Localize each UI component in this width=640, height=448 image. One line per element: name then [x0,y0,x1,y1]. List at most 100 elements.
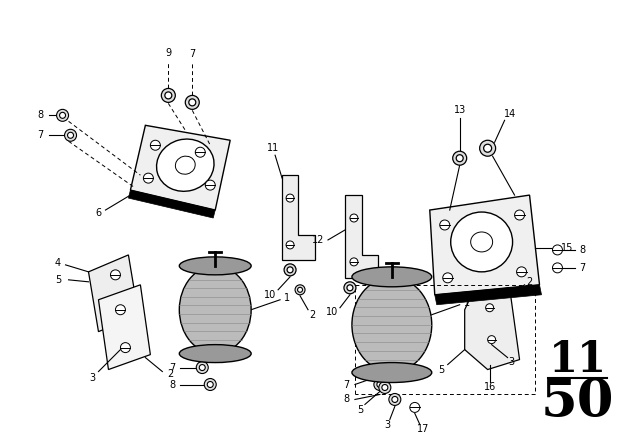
Circle shape [120,343,131,353]
Circle shape [56,109,68,121]
Text: 8: 8 [169,379,175,389]
Text: 11: 11 [267,143,279,153]
Text: 3: 3 [90,373,95,383]
Circle shape [204,379,216,391]
Circle shape [452,151,467,165]
Circle shape [374,379,386,391]
Circle shape [205,180,215,190]
Text: 50: 50 [541,376,614,427]
Circle shape [552,263,563,273]
Ellipse shape [179,266,251,353]
Circle shape [68,132,74,138]
Circle shape [207,382,213,388]
Text: 8: 8 [343,394,349,405]
Text: 4: 4 [54,258,61,268]
Circle shape [389,393,401,405]
Text: 6: 6 [95,208,102,218]
Circle shape [372,369,378,375]
Circle shape [486,304,493,312]
Circle shape [65,129,77,141]
Text: 11: 11 [548,339,607,381]
Text: 5: 5 [56,275,61,285]
Circle shape [377,382,383,388]
Circle shape [165,92,172,99]
Text: 13: 13 [454,105,466,115]
Circle shape [552,245,563,255]
Circle shape [189,99,196,106]
Circle shape [347,285,353,291]
Circle shape [287,267,293,273]
Circle shape [111,270,120,280]
Polygon shape [465,288,520,370]
Text: 17: 17 [417,424,429,435]
Circle shape [295,285,305,295]
Text: 14: 14 [504,109,516,119]
Circle shape [488,336,495,344]
Circle shape [284,264,296,276]
Circle shape [440,220,450,230]
Circle shape [350,214,358,222]
Text: 7: 7 [169,362,175,373]
Polygon shape [435,285,541,305]
Text: 1: 1 [463,298,470,308]
Ellipse shape [179,257,251,275]
Circle shape [195,147,205,157]
Circle shape [410,402,420,413]
Text: 8: 8 [579,245,586,255]
Circle shape [350,258,358,266]
Circle shape [443,273,452,283]
Ellipse shape [179,345,251,362]
Text: 7: 7 [189,48,195,59]
Circle shape [143,173,154,183]
Ellipse shape [352,267,432,287]
Circle shape [369,366,381,378]
Circle shape [196,362,208,374]
Polygon shape [131,125,230,210]
Text: 12: 12 [312,235,324,245]
Text: 10: 10 [326,307,338,317]
Ellipse shape [352,277,432,372]
Text: 10: 10 [264,290,276,300]
Circle shape [115,305,125,314]
Text: 5: 5 [356,405,363,415]
Circle shape [515,210,525,220]
Text: 2: 2 [167,369,173,379]
Text: 2: 2 [309,310,315,320]
Ellipse shape [451,212,513,272]
Polygon shape [99,285,150,370]
Circle shape [161,88,175,103]
Circle shape [484,144,492,152]
Ellipse shape [157,139,214,191]
Text: 1: 1 [284,293,290,303]
Polygon shape [129,190,215,218]
Circle shape [60,112,65,118]
Circle shape [382,384,388,391]
Text: 3: 3 [385,420,391,431]
Text: 3: 3 [509,357,515,366]
Circle shape [344,282,356,294]
Circle shape [150,140,161,150]
Text: 2: 2 [527,277,532,287]
Text: 15: 15 [561,243,573,253]
Circle shape [286,194,294,202]
Circle shape [298,287,303,292]
Circle shape [186,95,199,109]
Text: 5: 5 [438,365,445,375]
Circle shape [379,382,391,393]
Text: 9: 9 [165,47,172,57]
Ellipse shape [352,362,432,383]
Circle shape [516,267,527,277]
Polygon shape [88,255,138,332]
Text: 7: 7 [38,130,44,140]
Circle shape [479,140,495,156]
Text: 8: 8 [38,110,44,121]
Text: 7: 7 [579,263,586,273]
Polygon shape [430,195,540,295]
Circle shape [456,155,463,162]
Polygon shape [345,195,378,278]
Circle shape [286,241,294,249]
Polygon shape [282,175,315,260]
Text: 16: 16 [483,383,496,392]
Text: 7: 7 [343,379,349,389]
Circle shape [199,365,205,370]
